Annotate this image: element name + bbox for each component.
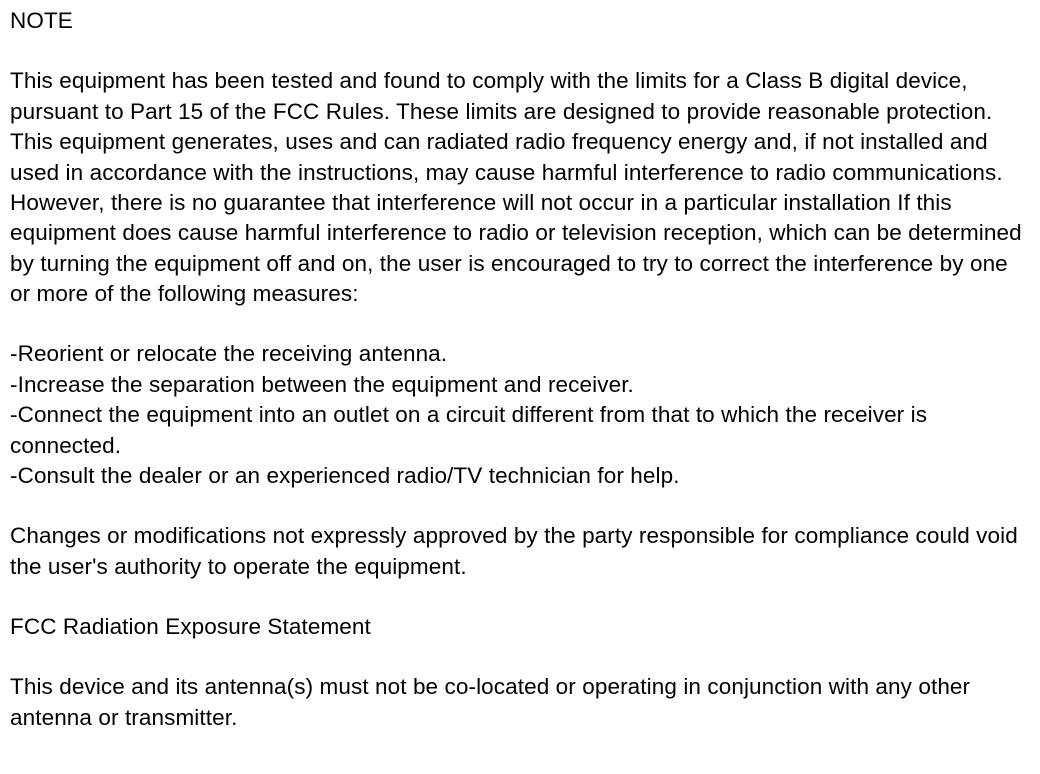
measure-item: -Consult the dealer or an experienced ra… bbox=[10, 461, 1030, 491]
note-heading: NOTE bbox=[10, 6, 1030, 36]
measure-item: -Reorient or relocate the receiving ante… bbox=[10, 339, 1030, 369]
modifications-notice: Changes or modifications not expressly a… bbox=[10, 521, 1030, 582]
measures-list: -Reorient or relocate the receiving ante… bbox=[10, 339, 1030, 491]
exposure-statement: This device and its antenna(s) must not … bbox=[10, 672, 1030, 733]
measure-item: -Connect the equipment into an outlet on… bbox=[10, 400, 1030, 461]
measure-item: -Increase the separation between the equ… bbox=[10, 370, 1030, 400]
exposure-heading: FCC Radiation Exposure Statement bbox=[10, 612, 1030, 642]
document-page: NOTE This equipment has been tested and … bbox=[0, 0, 1040, 774]
intro-paragraph: This equipment has been tested and found… bbox=[10, 66, 1030, 309]
